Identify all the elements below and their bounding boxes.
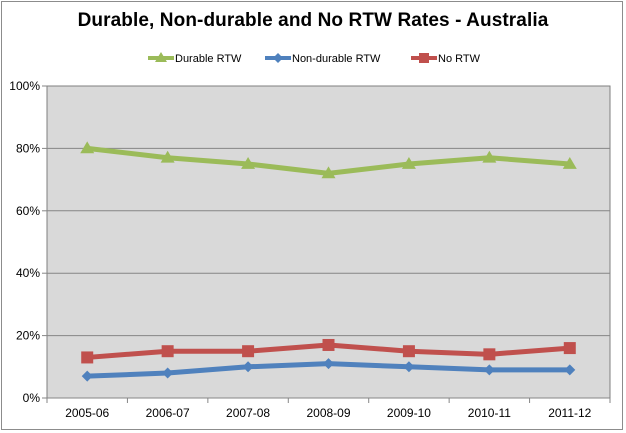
x-tick-label: 2011-12: [548, 406, 591, 420]
data-point-non-durable-rtw: [403, 361, 415, 373]
data-point-durable-rtw: [160, 150, 175, 163]
legend-triangle-marker: [155, 52, 167, 62]
y-tick-label: 60%: [16, 204, 40, 218]
legend-entry-non-durable-rtw: Non-durable RTW: [265, 53, 381, 65]
y-tick-label: 0%: [23, 391, 41, 405]
series-durable-rtw: [80, 141, 577, 179]
x-tick-label: 2007-08: [226, 406, 270, 420]
data-point-durable-rtw: [321, 166, 336, 179]
data-point-durable-rtw: [482, 150, 497, 163]
legend-label: Durable RTW: [175, 53, 242, 65]
axes: 0% 20% 40% 60% 80% 100% 2005-06 2006-07 2007-08 2…: [9, 79, 611, 420]
series-no-rtw: [81, 338, 576, 364]
data-point-durable-rtw: [80, 141, 95, 154]
data-point-non-durable-rtw: [162, 367, 174, 379]
data-point-durable-rtw: [241, 157, 256, 169]
y-tick-label: 100%: [9, 79, 40, 93]
legend-label: Non-durable RTW: [292, 53, 381, 65]
data-point-no-rtw: [242, 345, 255, 358]
x-tick-label: 2009-10: [387, 406, 431, 420]
series-non-durable-rtw: [81, 358, 576, 382]
legend-entry-durable-rtw: Durable RTW: [148, 52, 242, 65]
y-tick-label: 40%: [16, 266, 40, 280]
data-point-non-durable-rtw: [81, 370, 93, 382]
data-point-durable-rtw: [401, 157, 416, 169]
data-point-non-durable-rtw: [564, 364, 576, 376]
x-tick-label: 2005-06: [65, 406, 109, 420]
data-point-no-rtw: [161, 345, 174, 358]
series: [80, 141, 577, 382]
chart-title: Durable, Non-durable and No RTW Rates - …: [77, 10, 549, 31]
data-point-non-durable-rtw: [483, 364, 495, 376]
legend: Durable RTW Non-durable RTW No RTW: [148, 52, 481, 65]
legend-square-marker: [419, 53, 429, 63]
data-point-no-rtw: [483, 348, 496, 361]
data-point-durable-rtw: [562, 157, 577, 169]
y-tick-label: 20%: [16, 329, 40, 343]
x-tick-label: 2010-11: [468, 406, 511, 420]
gridlines: [47, 147, 610, 337]
legend-entry-no-rtw: No RTW: [411, 53, 481, 65]
legend-diamond-marker: [273, 53, 283, 63]
data-point-non-durable-rtw: [242, 361, 254, 373]
data-point-no-rtw: [402, 345, 415, 358]
legend-label: No RTW: [438, 53, 481, 65]
data-point-no-rtw: [563, 342, 576, 355]
x-tick-label: 2008-09: [306, 406, 350, 420]
data-point-no-rtw: [322, 338, 335, 351]
y-tick-label: 80%: [16, 141, 40, 155]
data-point-no-rtw: [81, 351, 94, 364]
data-point-non-durable-rtw: [323, 358, 334, 370]
x-tick-label: 2006-07: [146, 406, 190, 420]
